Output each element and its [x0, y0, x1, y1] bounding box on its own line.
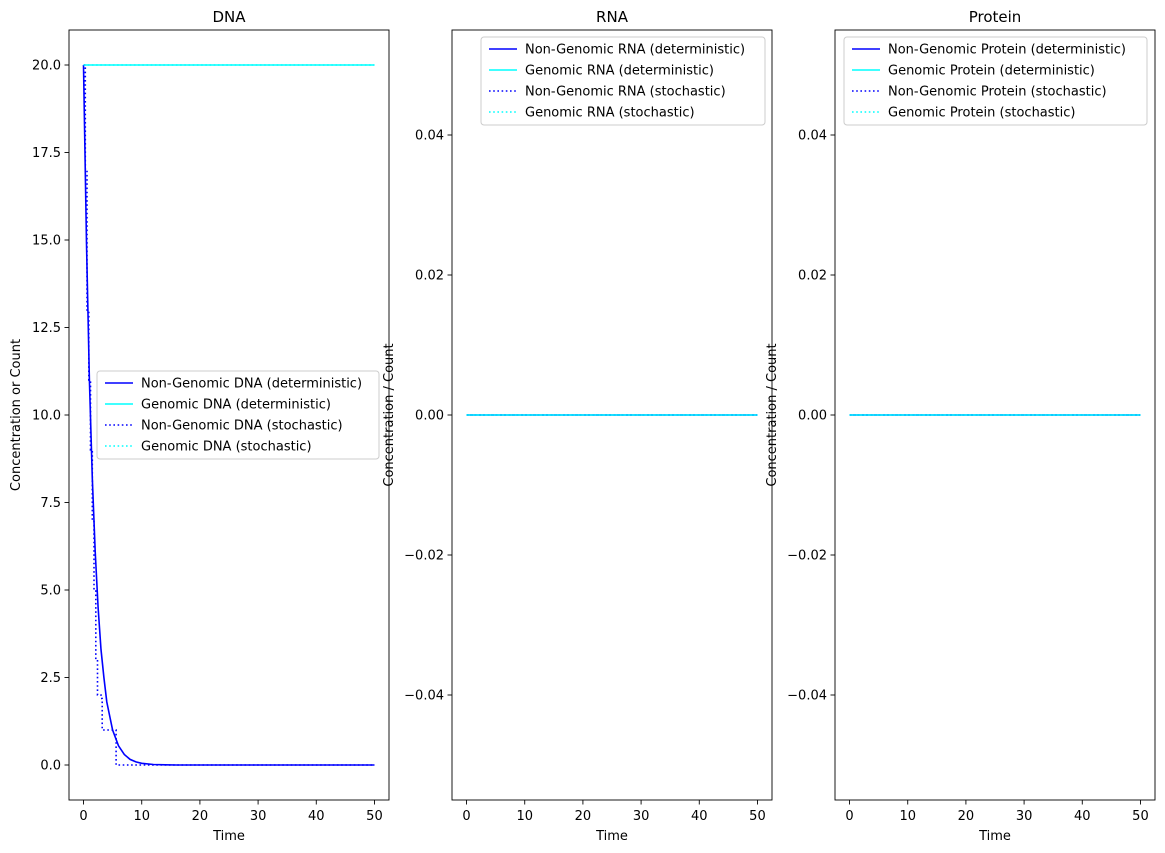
y-tick-label: 0.02	[415, 269, 444, 284]
legend-box	[96, 370, 380, 460]
y-tick-label: 12.5	[32, 321, 61, 336]
x-tick-label: 10	[899, 809, 916, 824]
x-tick-label: 10	[516, 809, 533, 824]
x-tick-label: 40	[691, 809, 708, 824]
x-tick-label: 30	[1016, 809, 1033, 824]
y-tick-label: 7.5	[40, 496, 61, 511]
x-tick-label: 50	[1132, 809, 1149, 824]
legend-entry: Genomic Protein (deterministic)	[888, 64, 1095, 79]
x-tick-label: 10	[133, 809, 150, 824]
series-line-1	[82, 64, 375, 766]
x-tick-label: 0	[79, 809, 87, 824]
legend-entry: Genomic RNA (deterministic)	[525, 64, 714, 79]
subplot-dna: 0 10 20 30 40 50 0.0 2.5 5.0 7.5 10.0 12.5 15.0 17.5 2…	[9, 8, 390, 844]
x-tick-label: 40	[308, 809, 325, 824]
y-tick-label: 0.02	[798, 269, 827, 284]
y-tick-label: −0.04	[404, 689, 444, 704]
y-tick-label: 10.0	[32, 409, 61, 424]
y-tick-label: 20.0	[32, 59, 61, 74]
legend-entry: Non-Genomic Protein (deterministic)	[888, 43, 1126, 58]
x-tick-label: 40	[1074, 809, 1091, 824]
chart-title: Protein	[969, 8, 1022, 26]
legend-box	[843, 36, 1148, 126]
x-tick-label: 50	[749, 809, 766, 824]
y-tick-label: −0.04	[787, 689, 827, 704]
legend-entry: Non-Genomic RNA (deterministic)	[525, 43, 745, 58]
legend-entry: Non-Genomic RNA (stochastic)	[525, 85, 726, 100]
y-tick-label: 0.04	[415, 129, 444, 144]
legend-entry: Non-Genomic DNA (deterministic)	[141, 377, 362, 392]
y-tick-label: 5.0	[40, 584, 61, 599]
legend-entry: Genomic Protein (stochastic)	[888, 106, 1075, 121]
x-tick-label: 20	[575, 809, 592, 824]
y-axis-label: Concentration / Count	[382, 343, 397, 486]
legend: Non-Genomic RNA (deterministic) Genomic R…	[480, 36, 766, 126]
y-tick-label: 0.00	[798, 409, 827, 424]
x-tick-label: 0	[845, 809, 853, 824]
y-tick-label: 17.5	[32, 146, 61, 161]
y-tick-label: 0.0	[40, 759, 61, 774]
legend-entry: Genomic DNA (deterministic)	[141, 398, 331, 413]
y-axis-label: Concentration or Count	[9, 339, 24, 491]
x-tick-label: 20	[192, 809, 209, 824]
y-tick-label: 2.5	[40, 671, 61, 686]
legend-entry: Genomic DNA (stochastic)	[141, 440, 312, 455]
x-tick-label: 30	[633, 809, 650, 824]
legend-entry: Non-Genomic Protein (stochastic)	[888, 85, 1107, 100]
legend-entry: Genomic RNA (stochastic)	[525, 106, 695, 121]
x-axis-label: Time	[595, 829, 628, 844]
y-tick-label: −0.02	[787, 549, 827, 564]
x-tick-label: 50	[366, 809, 383, 824]
y-axis-label: Concentration / Count	[765, 343, 780, 486]
subplot-rna: 0 10 20 30 40 50 −0.04 −0.02 0.00 0.02 0.04 RNA Time…	[382, 8, 773, 844]
legend-box	[480, 36, 766, 126]
x-axis-label: Time	[212, 829, 245, 844]
series-line-3	[83, 64, 375, 766]
legend: Non-Genomic DNA (deterministic) Genomic D…	[96, 370, 380, 460]
x-axis-label: Time	[978, 829, 1011, 844]
y-tick-label: −0.02	[404, 549, 444, 564]
y-tick-label: 0.04	[798, 129, 827, 144]
x-tick-label: 30	[250, 809, 267, 824]
chart-title: DNA	[212, 8, 246, 26]
legend-entry: Non-Genomic DNA (stochastic)	[141, 419, 343, 434]
y-tick-label: 0.00	[415, 409, 444, 424]
chart-title: RNA	[596, 8, 629, 26]
legend: Non-Genomic Protein (deterministic) Genom…	[843, 36, 1148, 126]
y-tick-label: 15.0	[32, 234, 61, 249]
x-tick-label: 0	[462, 809, 470, 824]
subplot-protein: 0 10 20 30 40 50 −0.04 −0.02 0.00 0.02 0.04 Protein…	[765, 8, 1156, 844]
x-tick-label: 20	[958, 809, 975, 824]
